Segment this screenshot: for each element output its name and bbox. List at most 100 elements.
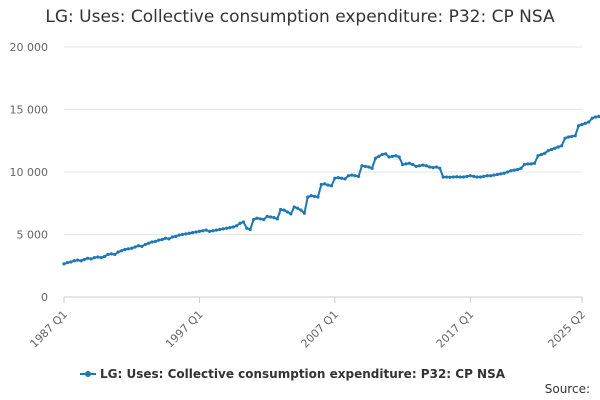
- data-point[interactable]: [458, 175, 462, 179]
- data-point[interactable]: [536, 154, 540, 158]
- data-point[interactable]: [397, 155, 401, 159]
- data-point[interactable]: [472, 174, 476, 178]
- data-point[interactable]: [309, 194, 313, 198]
- data-point[interactable]: [306, 195, 310, 199]
- data-point[interactable]: [62, 262, 66, 266]
- data-point[interactable]: [228, 226, 232, 230]
- data-point[interactable]: [492, 173, 496, 177]
- data-point[interactable]: [89, 257, 93, 261]
- data-point[interactable]: [187, 231, 191, 235]
- data-point[interactable]: [377, 154, 381, 158]
- data-point[interactable]: [384, 152, 388, 156]
- data-point[interactable]: [231, 225, 235, 229]
- data-point[interactable]: [380, 152, 384, 157]
- data-point[interactable]: [174, 234, 178, 238]
- data-point[interactable]: [533, 161, 537, 165]
- data-point[interactable]: [421, 163, 425, 167]
- data-point[interactable]: [289, 212, 293, 216]
- data-point[interactable]: [316, 195, 320, 199]
- data-point[interactable]: [448, 175, 452, 179]
- data-point[interactable]: [411, 162, 415, 167]
- data-point[interactable]: [211, 229, 215, 233]
- data-point[interactable]: [343, 177, 347, 181]
- data-point[interactable]: [461, 175, 466, 179]
- data-point[interactable]: [109, 252, 113, 256]
- data-point[interactable]: [417, 164, 422, 168]
- data-point[interactable]: [69, 260, 73, 264]
- data-point[interactable]: [499, 172, 503, 176]
- data-point[interactable]: [140, 244, 144, 248]
- data-point[interactable]: [167, 237, 171, 241]
- data-point[interactable]: [573, 134, 577, 138]
- data-point[interactable]: [75, 258, 80, 262]
- data-point[interactable]: [424, 164, 428, 168]
- data-point[interactable]: [431, 166, 435, 170]
- data-point[interactable]: [119, 249, 124, 253]
- data-point[interactable]: [299, 208, 303, 212]
- data-point[interactable]: [475, 175, 479, 179]
- data-point[interactable]: [502, 171, 506, 175]
- data-point[interactable]: [367, 165, 371, 169]
- data-point[interactable]: [519, 166, 523, 170]
- data-point[interactable]: [526, 162, 530, 166]
- data-point[interactable]: [370, 166, 374, 170]
- data-point[interactable]: [258, 217, 262, 221]
- data-point[interactable]: [482, 174, 486, 178]
- data-point[interactable]: [116, 250, 120, 254]
- data-point[interactable]: [597, 114, 600, 118]
- data-point[interactable]: [86, 256, 90, 260]
- data-point[interactable]: [224, 226, 229, 230]
- data-point[interactable]: [333, 176, 337, 180]
- data-point[interactable]: [282, 208, 286, 212]
- data-point[interactable]: [434, 165, 439, 169]
- data-point[interactable]: [563, 136, 567, 140]
- data-point[interactable]: [512, 168, 516, 172]
- data-point[interactable]: [505, 170, 510, 174]
- data-point[interactable]: [438, 166, 442, 170]
- data-point[interactable]: [353, 174, 357, 178]
- data-point[interactable]: [329, 184, 334, 188]
- data-point[interactable]: [157, 238, 161, 242]
- legend[interactable]: LG: Uses: Collective consumption expendi…: [80, 367, 506, 381]
- data-point[interactable]: [414, 164, 418, 168]
- data-point[interactable]: [360, 164, 364, 168]
- data-point[interactable]: [580, 122, 584, 127]
- data-point[interactable]: [323, 182, 327, 186]
- data-point[interactable]: [241, 220, 246, 224]
- data-point[interactable]: [180, 232, 185, 237]
- data-point[interactable]: [346, 174, 350, 178]
- data-point[interactable]: [319, 182, 323, 187]
- data-point[interactable]: [265, 214, 269, 218]
- data-point[interactable]: [404, 162, 408, 166]
- data-point[interactable]: [451, 175, 455, 179]
- data-point[interactable]: [123, 247, 127, 252]
- data-point[interactable]: [587, 120, 591, 124]
- data-point[interactable]: [275, 217, 279, 221]
- data-point[interactable]: [143, 242, 147, 247]
- data-point[interactable]: [99, 256, 103, 260]
- data-point[interactable]: [191, 231, 195, 235]
- data-point[interactable]: [590, 116, 594, 120]
- data-point[interactable]: [509, 169, 513, 173]
- data-point[interactable]: [106, 252, 110, 257]
- data-point[interactable]: [150, 240, 154, 244]
- data-point[interactable]: [238, 221, 242, 225]
- data-point[interactable]: [268, 215, 273, 219]
- data-point[interactable]: [560, 144, 564, 148]
- data-point[interactable]: [350, 173, 354, 177]
- data-point[interactable]: [218, 227, 222, 232]
- data-point[interactable]: [170, 235, 174, 239]
- data-point[interactable]: [79, 259, 83, 263]
- data-point[interactable]: [312, 194, 317, 198]
- data-point[interactable]: [488, 174, 493, 178]
- data-point[interactable]: [255, 216, 259, 220]
- data-point[interactable]: [272, 216, 276, 220]
- data-point[interactable]: [194, 230, 198, 234]
- data-point[interactable]: [428, 165, 432, 169]
- data-point[interactable]: [279, 207, 283, 212]
- data-point[interactable]: [245, 226, 249, 230]
- data-point[interactable]: [326, 183, 330, 187]
- data-point[interactable]: [394, 154, 398, 158]
- data-point[interactable]: [160, 237, 164, 242]
- data-point[interactable]: [113, 252, 117, 257]
